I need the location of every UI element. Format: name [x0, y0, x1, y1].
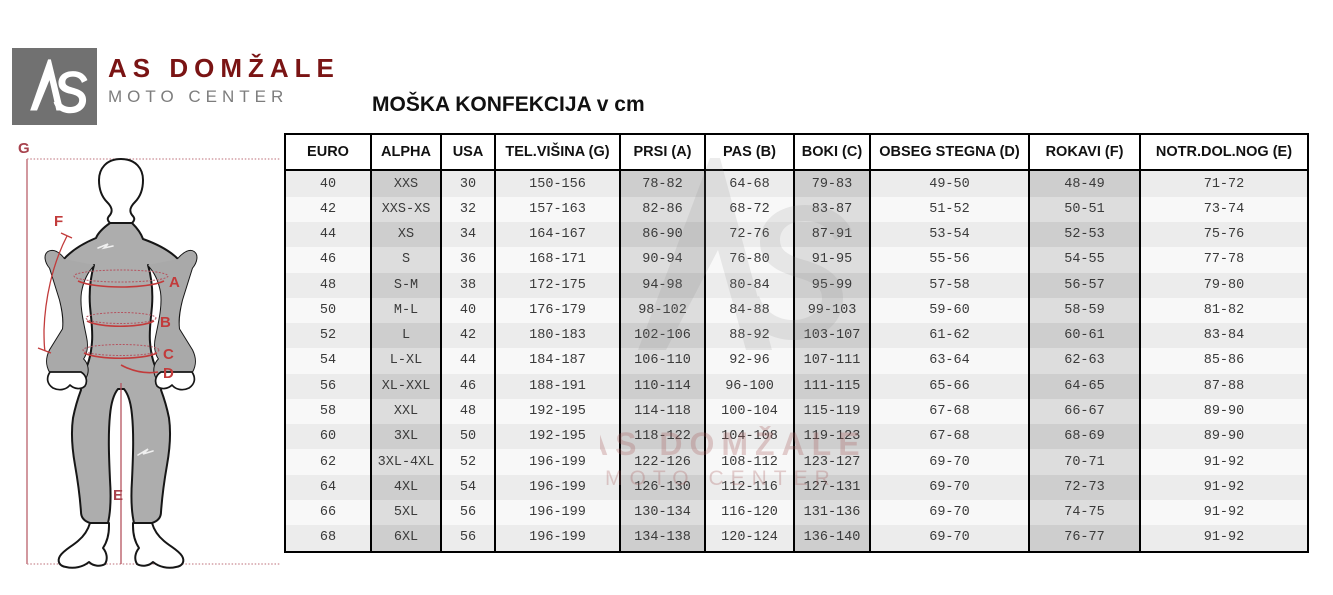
svg-text:F: F: [54, 213, 63, 230]
svg-text:E: E: [113, 487, 123, 504]
svg-text:A: A: [169, 274, 180, 291]
svg-text:G: G: [18, 140, 30, 157]
svg-text:D: D: [163, 365, 174, 382]
svg-text:B: B: [160, 314, 171, 331]
svg-text:C: C: [163, 346, 174, 363]
